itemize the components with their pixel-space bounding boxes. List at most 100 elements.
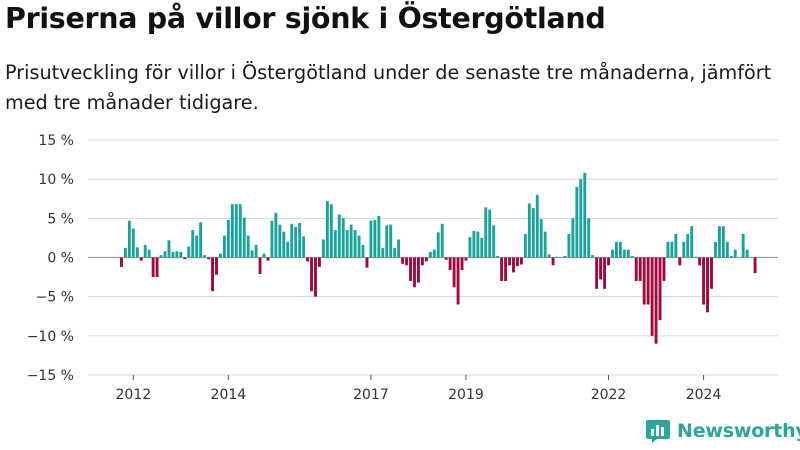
x-tick-label: 2019 [448, 387, 484, 403]
bar [611, 249, 614, 258]
bar [373, 219, 377, 258]
bar [155, 257, 159, 278]
y-tick-label: 15 % [38, 133, 74, 149]
bar [468, 237, 472, 258]
bar [377, 215, 381, 258]
bar [519, 257, 523, 265]
y-tick-label: −5 % [36, 290, 74, 306]
bar [603, 257, 607, 289]
bar [381, 248, 385, 258]
bar [365, 257, 369, 268]
bar [480, 237, 484, 258]
x-tick-label: 2012 [116, 387, 152, 403]
bar [710, 257, 713, 289]
bar [191, 230, 195, 258]
y-tick-label: −15 % [27, 368, 74, 384]
bar [167, 240, 171, 258]
bar [302, 236, 306, 258]
bar [729, 255, 733, 258]
bar [432, 249, 436, 258]
bar [523, 234, 527, 258]
bar [203, 255, 207, 258]
bar [417, 257, 420, 283]
bar [717, 226, 721, 258]
bar [706, 257, 709, 313]
y-tick-label: −10 % [27, 329, 74, 345]
bar [314, 257, 317, 297]
bar [428, 252, 432, 258]
newsworthy-logo: Newsworthy [645, 418, 800, 444]
bar [583, 172, 587, 258]
bar [654, 257, 658, 344]
bar [329, 204, 333, 258]
bar [393, 248, 397, 258]
bar [512, 257, 515, 273]
bar [571, 218, 575, 258]
bar [294, 226, 298, 258]
bar [690, 226, 694, 258]
bar [397, 239, 401, 258]
bar [527, 203, 531, 258]
bar [508, 257, 511, 266]
bar [262, 253, 266, 258]
bar [318, 257, 321, 267]
bar [638, 257, 642, 281]
bar [563, 255, 567, 258]
bar [195, 235, 199, 258]
bar [215, 257, 218, 275]
newsworthy-bars-icon [646, 420, 670, 443]
x-tick-label: 2017 [353, 387, 389, 403]
bar [179, 252, 183, 258]
y-tick-label: 5 % [47, 211, 74, 227]
bar [547, 254, 551, 258]
bar [254, 244, 258, 258]
bar [678, 257, 682, 266]
bar [686, 234, 690, 258]
x-tick-label: 2014 [211, 387, 247, 403]
bar [207, 257, 211, 260]
bar [345, 230, 349, 258]
chart-subtitle: Prisutveckling för villor i Östergötland… [5, 61, 772, 114]
bar [670, 241, 674, 258]
bar [575, 187, 579, 258]
bar [211, 257, 214, 292]
bar [472, 230, 476, 258]
bar [682, 241, 686, 258]
bar [353, 230, 357, 258]
bar [369, 220, 373, 258]
bar [753, 257, 757, 274]
bar [460, 257, 464, 271]
bar [599, 257, 603, 280]
bar [666, 241, 670, 258]
bar [286, 241, 290, 258]
latest-value-label: −2 % [749, 0, 790, 4]
bar [622, 249, 626, 258]
bar [694, 256, 698, 258]
y-axis-tick-labels: 15 % 10 % 5 % 0 % −5 % −10 % −15 % [27, 133, 74, 384]
bar [420, 257, 424, 266]
bar [646, 257, 650, 305]
bar [484, 207, 488, 258]
bar [183, 257, 187, 260]
bar [278, 224, 282, 258]
bar [127, 220, 131, 258]
bar [674, 234, 678, 258]
bar [424, 257, 428, 262]
bar [615, 241, 618, 258]
bar [405, 257, 409, 266]
bar [539, 219, 543, 258]
bar [246, 235, 250, 258]
brand-name: Newsworthy [677, 420, 800, 442]
bar [702, 257, 706, 305]
bar [440, 223, 444, 258]
bar [662, 257, 666, 281]
bar [151, 257, 155, 278]
bar [274, 212, 278, 258]
bar [298, 223, 302, 258]
bar [238, 204, 242, 258]
bar [409, 257, 412, 281]
bar [250, 250, 254, 258]
bar [401, 257, 405, 264]
bar [535, 194, 539, 258]
bar [120, 257, 123, 267]
